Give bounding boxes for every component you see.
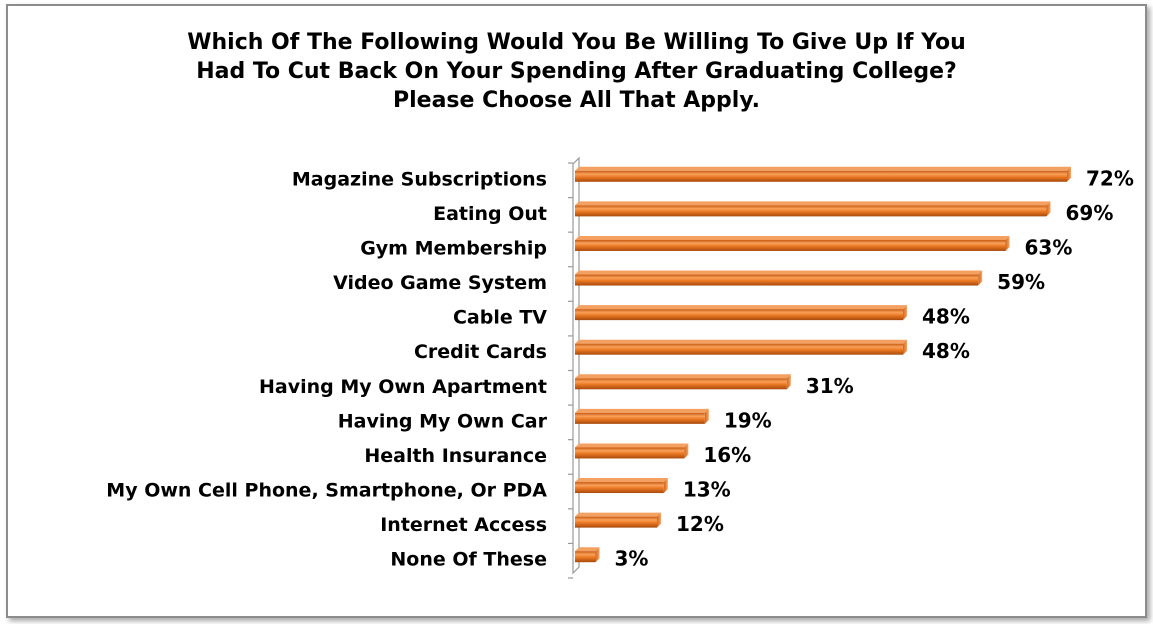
bar-group <box>575 374 791 390</box>
bar-group <box>575 478 668 494</box>
value-label: 31% <box>806 374 854 398</box>
bar <box>575 378 787 390</box>
value-label: 19% <box>724 408 772 432</box>
category-label: Having My Own Car <box>338 410 548 432</box>
category-label: Credit Cards <box>414 341 547 363</box>
bar-top <box>575 305 907 310</box>
bar <box>575 551 596 563</box>
bar <box>575 516 657 528</box>
value-label: 48% <box>922 339 970 363</box>
bar-end-cap <box>595 547 600 563</box>
chart-title-line-3: Please Choose All That Apply. <box>392 88 761 113</box>
bar-top <box>575 374 791 379</box>
bar <box>575 239 1006 251</box>
value-label: 3% <box>615 547 649 571</box>
bar <box>575 343 903 355</box>
bar-group <box>575 235 1010 251</box>
bar-group <box>575 408 709 424</box>
category-label: Internet Access <box>380 514 547 536</box>
bar-top <box>575 478 668 483</box>
value-label: 63% <box>1025 235 1073 259</box>
bar <box>575 412 705 424</box>
bar <box>575 170 1067 182</box>
bar-group <box>575 166 1071 182</box>
category-label: Cable TV <box>453 307 547 329</box>
bar-group <box>575 512 661 528</box>
bar-end-cap <box>786 374 791 390</box>
value-label: 13% <box>683 478 731 502</box>
chart-title-line-1: Which Of The Following Would You Be Will… <box>187 30 966 55</box>
chart-title-line-2: Had To Cut Back On Your Spending After G… <box>196 59 957 84</box>
chart-title: Which Of The Following Would You Be Will… <box>0 28 1153 115</box>
bar <box>575 274 979 286</box>
bar-end-cap <box>903 305 907 321</box>
category-label: Video Game System <box>333 272 547 294</box>
bar-end-cap <box>684 443 689 459</box>
category-label: Gym Membership <box>360 237 547 259</box>
bar-end-cap <box>903 339 907 355</box>
bar-top <box>575 339 907 344</box>
bar-end-cap <box>704 408 709 424</box>
value-label: 12% <box>676 512 724 536</box>
bar-top <box>575 547 600 552</box>
category-label: My Own Cell Phone, Smartphone, Or PDA <box>106 480 547 502</box>
category-label: Having My Own Apartment <box>259 376 547 398</box>
value-label: 59% <box>997 270 1045 294</box>
value-label: 72% <box>1086 166 1134 190</box>
category-label: Magazine Subscriptions <box>292 168 547 190</box>
category-label: Eating Out <box>433 203 547 225</box>
category-label: Health Insurance <box>364 445 547 467</box>
bar <box>575 205 1047 217</box>
category-label: None Of These <box>390 549 547 571</box>
bar-end-cap <box>1067 166 1071 182</box>
bar-top <box>575 235 1010 240</box>
bar-end-cap <box>663 478 668 494</box>
bar-top <box>575 166 1071 171</box>
bar-group <box>575 547 600 563</box>
bar-group <box>575 443 689 459</box>
bar-group <box>575 339 907 355</box>
value-label: 16% <box>703 443 751 467</box>
bar <box>575 309 903 321</box>
bar <box>575 447 685 459</box>
bar <box>575 482 664 494</box>
bar-end-cap <box>1046 201 1051 217</box>
bar-top <box>575 443 689 448</box>
bar-top <box>575 201 1051 206</box>
bar-top <box>575 408 709 413</box>
bar-top <box>575 512 661 517</box>
bar-top <box>575 270 983 275</box>
bar-group <box>575 305 907 321</box>
bar-group <box>575 270 983 286</box>
value-label: 48% <box>922 305 970 329</box>
category-axis <box>572 156 580 575</box>
value-label: 69% <box>1066 201 1114 225</box>
bar-end-cap <box>1005 235 1010 251</box>
bar-end-cap <box>657 512 661 528</box>
bar-group <box>575 201 1051 217</box>
bar-end-cap <box>978 270 983 286</box>
